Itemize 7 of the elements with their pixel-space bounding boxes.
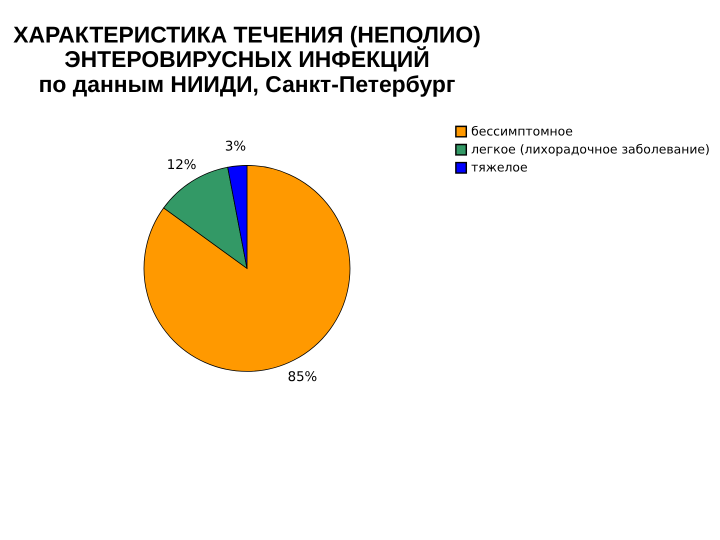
data-label: 12%	[166, 158, 196, 174]
legend-label: легкое (лихорадочное заболевание)	[471, 142, 710, 157]
data-label: 3%	[224, 140, 246, 155]
data-label: 85%	[288, 370, 318, 386]
legend-label: бессимптомное	[471, 123, 573, 138]
legend-label: тяжелое	[471, 160, 528, 175]
chart-title: ХАРАКТЕРИСТИКА ТЕЧЕНИЯ (НЕПОЛИО) ЭНТЕРОВИРУСНЫХ ИНФЕКЦИЙ по данным НИИДИ, Санкт-Петербург	[13, 21, 481, 98]
